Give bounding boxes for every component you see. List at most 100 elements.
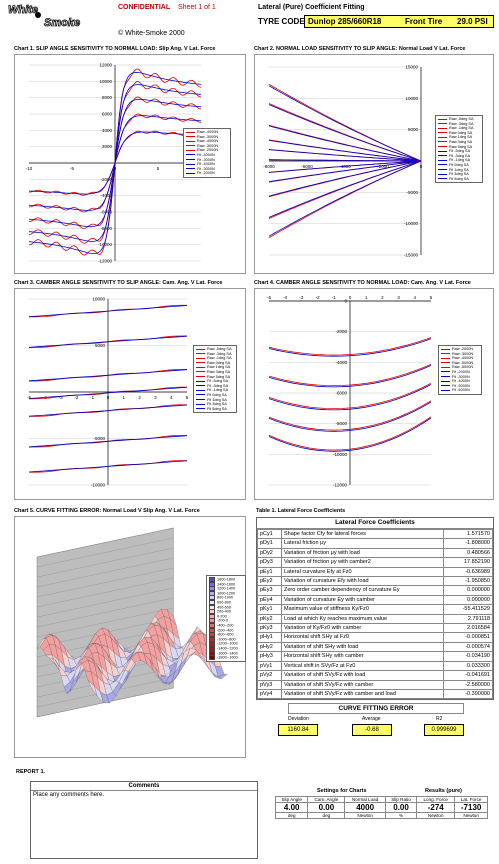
legend-swatch bbox=[186, 159, 195, 161]
y-tick-label: 5000 bbox=[95, 343, 106, 348]
legend-entry: Fit -3000N bbox=[186, 167, 228, 172]
legend-swatch bbox=[196, 362, 205, 364]
coefficient-value: -0.000851 bbox=[443, 632, 493, 643]
coefficient-description: Load at which Ky reaches maximum value bbox=[281, 613, 444, 625]
table1-title: Table 1. Lateral Force Coefficients bbox=[256, 508, 346, 514]
coefficient-description: Variation of shift SVy/Fz with load bbox=[281, 670, 444, 681]
legend-entry: Fit -3deg SA bbox=[438, 154, 480, 159]
comments-title: Comments bbox=[31, 782, 257, 791]
legend-swatch bbox=[209, 613, 215, 619]
legend-entry: 200-400 bbox=[209, 609, 243, 615]
legend-swatch bbox=[196, 385, 205, 387]
legend-swatch bbox=[438, 164, 447, 166]
coefficient-value: 0.480566 bbox=[443, 547, 493, 559]
report-label: REPORT 1. bbox=[16, 769, 46, 775]
settings-value[interactable]: 4000 bbox=[344, 802, 386, 813]
deviation-value: 1160.84 bbox=[278, 724, 318, 736]
coefficient-symbol: pCy1 bbox=[257, 528, 282, 540]
legend-swatch bbox=[438, 118, 447, 120]
y-tick-label: 10000 bbox=[92, 297, 105, 302]
coefficient-symbol: pKy3 bbox=[257, 623, 282, 634]
legend-entry: Fit -4000N bbox=[186, 162, 228, 167]
legend-swatch bbox=[438, 132, 447, 134]
y-tick-label: -5000 bbox=[406, 190, 418, 195]
x-tick-label: 0 bbox=[349, 295, 352, 300]
y-tick-label: -12000 bbox=[333, 483, 348, 488]
fit-series-line bbox=[268, 104, 422, 162]
wall-gridline bbox=[36, 527, 174, 558]
legend-swatch bbox=[209, 622, 215, 628]
coefficient-description: Variation of shift SHy with load bbox=[281, 641, 444, 653]
y-tick-label: -15000 bbox=[404, 253, 419, 258]
legend-entry: Raw -5deg SA bbox=[196, 347, 234, 352]
x-tick-label: -3 bbox=[299, 295, 303, 300]
legend-entry: Fit -5deg SA bbox=[196, 379, 234, 384]
legend-swatch bbox=[196, 376, 205, 378]
settings-unit: deg bbox=[274, 812, 309, 819]
legend-swatch bbox=[196, 389, 205, 391]
legend-entry: Raw 1deg SA bbox=[438, 135, 480, 140]
coefficient-row: pKy3 Variation of Ky/Fz0 with camber 2.016… bbox=[257, 623, 493, 634]
x-tick-label: -1 bbox=[90, 395, 94, 400]
wall-gridline bbox=[36, 607, 174, 638]
coefficients-heading: Lateral Force Coefficients bbox=[257, 518, 493, 529]
chart4-svg: -5 -4 -3 -2 -1 0 1 2 3 4 5 0 -2000 -4000 -6000 -8000 -10… bbox=[267, 295, 433, 488]
y-tick-label: -8000 bbox=[100, 226, 112, 231]
coefficient-value: -0.034190 bbox=[443, 651, 493, 662]
chart2-legend: Raw -5deg SA Raw -3deg SA Raw -1deg SA Raw … bbox=[435, 115, 483, 184]
tyre-code-box[interactable]: Dunlop 285/660R18 Front Tire 29.0 PSI bbox=[304, 15, 494, 28]
tyre-pressure: 29.0 PSI bbox=[457, 17, 488, 26]
fit-series-line bbox=[268, 417, 432, 452]
coefficient-row: pHy2 Variation of shift SHy with load -0.0… bbox=[257, 641, 493, 653]
legend-entry: Raw -3000N bbox=[186, 144, 228, 149]
settings-value[interactable]: 0.00 bbox=[307, 802, 346, 813]
y-tick-label: 8000 bbox=[102, 95, 113, 100]
legend-swatch bbox=[196, 366, 205, 368]
legend-swatch bbox=[438, 141, 447, 143]
coefficient-symbol: pVy2 bbox=[257, 670, 282, 681]
wall-gridline bbox=[36, 587, 174, 618]
coefficient-value: -0.000574 bbox=[443, 641, 493, 653]
legend-swatch bbox=[196, 348, 205, 350]
chart5-area: 1600-1800 1400-1600 1200-1400 1000-1200 800-… bbox=[14, 516, 246, 758]
legend-entry: Fit -2000N bbox=[186, 171, 228, 176]
x-tick-label: 5 bbox=[157, 166, 160, 171]
coefficient-row: pDy3 Variation of friction μy with camber… bbox=[257, 557, 493, 568]
legend-entry: Fit -5deg SA bbox=[438, 149, 480, 154]
coefficient-symbol: pHy2 bbox=[257, 641, 282, 653]
legend-entry: -400--200 bbox=[209, 622, 243, 628]
legend-entry: 1600-1800 bbox=[209, 577, 243, 582]
x-tick-label: 3 bbox=[397, 295, 400, 300]
legend-swatch bbox=[186, 131, 195, 133]
legend-entry: -1600--1400 bbox=[209, 650, 243, 656]
wall-gridline bbox=[36, 597, 174, 628]
coefficient-row: pDy2 Variation of friction μy with load 0.… bbox=[257, 547, 493, 559]
sheet-label: Sheet 1 of 1 bbox=[178, 4, 216, 11]
comments-text[interactable]: Place any comments here. bbox=[33, 792, 105, 798]
coefficient-row: pVy1 Vertical shift in SVy/Fz at Fz0 0.033… bbox=[257, 660, 493, 672]
settings-column-header-row: Slip Angle Cam. Angle Normal Load Slip Rati… bbox=[274, 796, 488, 803]
svg-text:White: White bbox=[8, 4, 38, 16]
fit-series-line bbox=[28, 435, 188, 448]
legend-swatch bbox=[196, 357, 205, 359]
settings-value[interactable]: 4.00 bbox=[274, 802, 309, 813]
fit-series-line bbox=[28, 335, 188, 348]
y-tick-label: -12000 bbox=[98, 259, 113, 264]
legend-swatch bbox=[441, 348, 450, 350]
coefficient-value: 1.571570 bbox=[443, 528, 493, 540]
y-tick-label: 2000 bbox=[102, 144, 113, 149]
legend-entry: Fit -2000N bbox=[441, 370, 479, 375]
coefficient-description: Lateral friction μy bbox=[281, 538, 444, 549]
legend-swatch bbox=[438, 159, 447, 161]
legend-swatch bbox=[196, 399, 205, 401]
legend-entry: Raw -3deg SA bbox=[438, 122, 480, 127]
coefficient-description: Vertical shift in SVy/Fz at Fz0 bbox=[281, 660, 444, 672]
y-tick-label: -5000 bbox=[93, 436, 105, 441]
x-tick-label: 1 bbox=[123, 395, 126, 400]
raw-series-line bbox=[268, 83, 422, 162]
coefficient-row: pKy1 Maximum value of stiffness Ky/Fz0 -55… bbox=[257, 604, 493, 615]
comments-box[interactable]: Comments Place any comments here. bbox=[30, 781, 258, 859]
coefficient-value: -0.636989 bbox=[443, 566, 493, 578]
settings-value[interactable]: 0.00 bbox=[384, 802, 418, 813]
y-tick-label: -10000 bbox=[333, 452, 348, 457]
